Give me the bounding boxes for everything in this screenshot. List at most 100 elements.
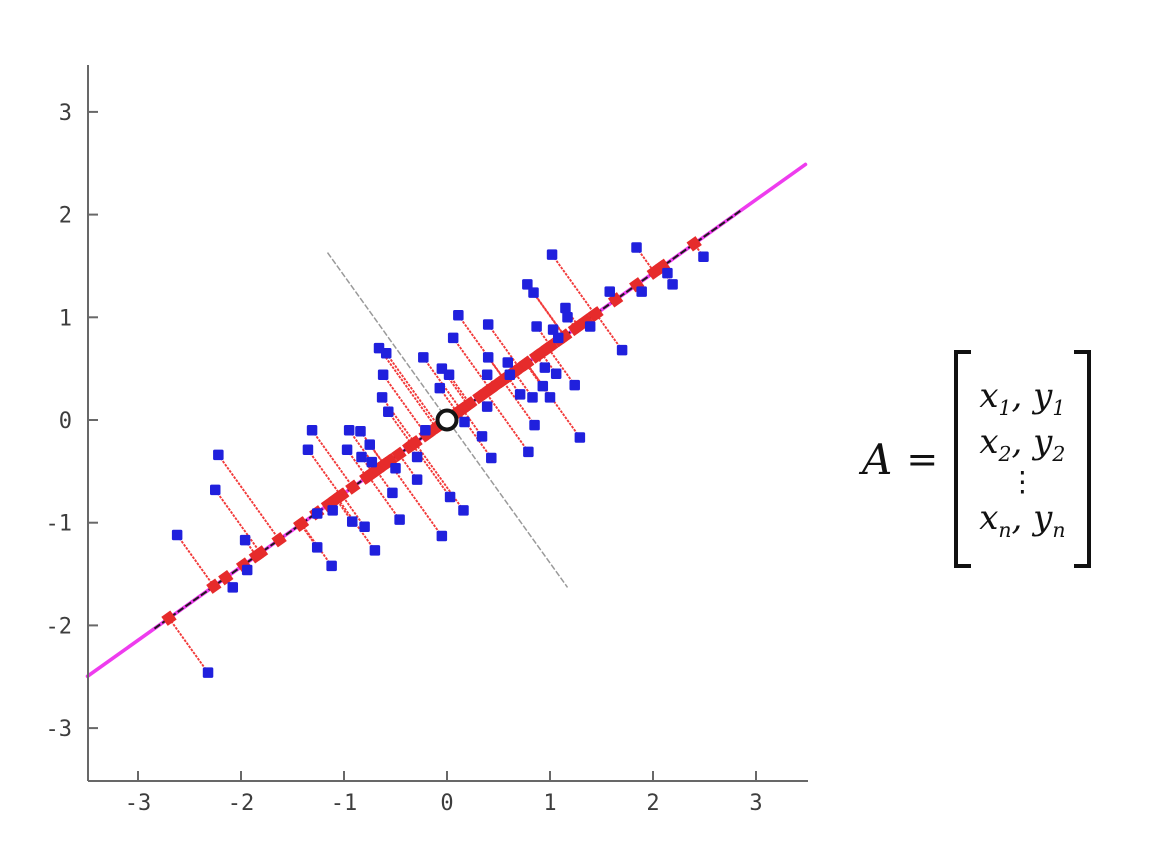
data-point	[420, 425, 431, 436]
data-point	[481, 369, 493, 381]
projection-marker	[588, 306, 604, 322]
data-point	[522, 279, 533, 290]
data-point	[411, 474, 423, 485]
data-point	[550, 368, 562, 380]
data-point	[326, 560, 337, 572]
data-point	[343, 425, 355, 436]
projection-marker	[345, 479, 361, 495]
data-point	[390, 463, 401, 474]
data-point	[604, 286, 615, 297]
data-point	[311, 542, 323, 553]
projection-segment	[501, 379, 536, 426]
data-point	[531, 321, 542, 332]
data-point	[383, 406, 394, 418]
projection-segment	[168, 617, 209, 674]
projection-segment	[484, 391, 530, 453]
data-point	[574, 432, 586, 443]
matrix-row: x2, y2	[979, 421, 1066, 466]
projection-segment	[214, 489, 262, 554]
projection-segment	[595, 313, 623, 351]
projection-segment	[385, 352, 440, 427]
data-point	[443, 369, 455, 381]
projection-marker	[567, 320, 584, 337]
projection-segment	[300, 523, 333, 567]
projection-marker	[293, 516, 310, 532]
projection-marker	[360, 468, 377, 484]
data-point	[502, 357, 514, 368]
projection-segment	[387, 411, 413, 446]
data-point	[436, 530, 448, 542]
data-point	[327, 505, 338, 516]
data-point	[544, 392, 556, 403]
projection-marker	[407, 435, 423, 451]
data-point	[355, 426, 366, 437]
projection-segment	[487, 323, 521, 369]
data-point	[529, 419, 540, 431]
projection-segment	[532, 292, 566, 337]
data-point	[387, 487, 398, 499]
data-point	[213, 449, 224, 461]
data-point	[552, 332, 564, 344]
x-axis-tick-label: 0	[440, 791, 453, 816]
data-point	[377, 369, 389, 381]
x-axis-tick-label: -1	[331, 791, 358, 816]
data-point	[662, 267, 673, 279]
projection-segment	[307, 449, 342, 497]
projection-marker	[391, 446, 407, 462]
projection-segment	[551, 254, 596, 316]
origin-ring-marker	[435, 408, 459, 432]
data-point	[476, 431, 488, 442]
data-point	[434, 382, 446, 394]
data-point	[359, 521, 370, 533]
data-point	[482, 319, 494, 330]
data-point	[341, 444, 353, 456]
data-point	[569, 379, 580, 391]
data-point	[547, 324, 559, 335]
data-point	[523, 446, 534, 458]
data-point	[539, 362, 551, 373]
data-point	[202, 667, 214, 678]
projection-marker	[218, 570, 234, 586]
projection-segment	[367, 475, 401, 521]
data-point	[514, 389, 526, 400]
y-axis-tick-label: 1	[59, 306, 72, 331]
projection-marker	[161, 610, 177, 626]
data-point	[227, 582, 239, 593]
y-axis-tick-label: 3	[59, 101, 72, 126]
projection-segment	[176, 534, 215, 587]
data-point	[504, 369, 516, 381]
matrix-rows: x1, y1 x2, y2 ⋮ xn, yn	[971, 373, 1073, 546]
data-point	[453, 309, 464, 321]
data-point	[418, 352, 429, 363]
projection-marker	[518, 355, 535, 371]
data-point	[411, 451, 423, 463]
y-axis-tick-label: 2	[59, 204, 72, 229]
data-point	[631, 242, 642, 253]
data-point	[346, 516, 358, 527]
matrix-row: xn, yn	[979, 498, 1066, 543]
projection-segment	[311, 429, 354, 488]
data-point	[459, 416, 470, 428]
data-point	[376, 392, 388, 403]
data-point	[364, 439, 375, 450]
data-point	[380, 347, 392, 359]
data-point	[537, 380, 549, 392]
data-point	[546, 249, 558, 260]
projection-segment	[547, 347, 576, 386]
projection-marker	[540, 340, 556, 356]
data-point	[239, 534, 251, 546]
data-point	[636, 286, 647, 297]
data-point	[527, 392, 538, 403]
data-point	[447, 332, 459, 344]
data-point	[616, 344, 628, 356]
data-point	[311, 508, 323, 519]
matrix-row-dots: ⋮	[1008, 464, 1037, 498]
data-point	[560, 302, 571, 314]
x-axis-tick-label: 1	[543, 791, 556, 816]
matrix-lhs: A	[862, 434, 893, 484]
matrix-left-bracket	[954, 350, 972, 568]
data-point	[241, 564, 253, 576]
projection-segment	[381, 396, 416, 444]
